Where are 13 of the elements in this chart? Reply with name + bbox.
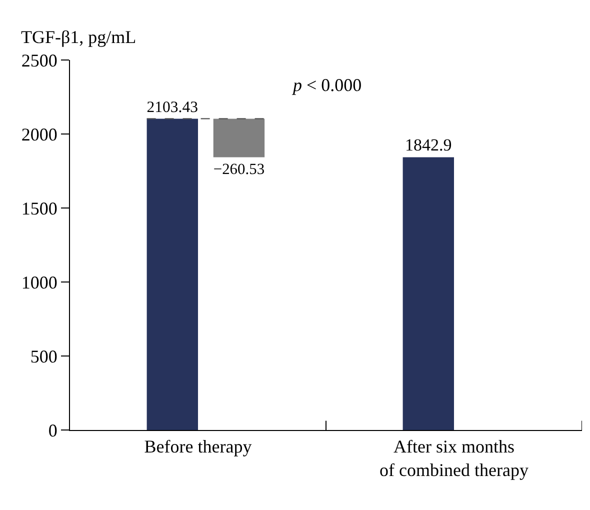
y-tick-label: 0 (48, 420, 58, 440)
y-tick-label: 2000 (21, 124, 58, 144)
data-label: 1842.9 (405, 135, 452, 154)
x-tick-label: After six months of combined therapy (380, 436, 528, 480)
y-tick-label: 1000 (21, 272, 58, 292)
y-tick-label: 2500 (21, 50, 58, 70)
annotation: p < 0.000 (291, 75, 362, 95)
x-tick-label: Before therapy (144, 436, 252, 457)
data-label: 2103.43 (146, 98, 198, 116)
y-axis-title: TGF-β1, pg/mL (21, 27, 136, 47)
y-tick-label: 1500 (21, 198, 58, 218)
data-label: −260.53 (213, 160, 265, 178)
y-tick-label: 500 (30, 346, 58, 366)
